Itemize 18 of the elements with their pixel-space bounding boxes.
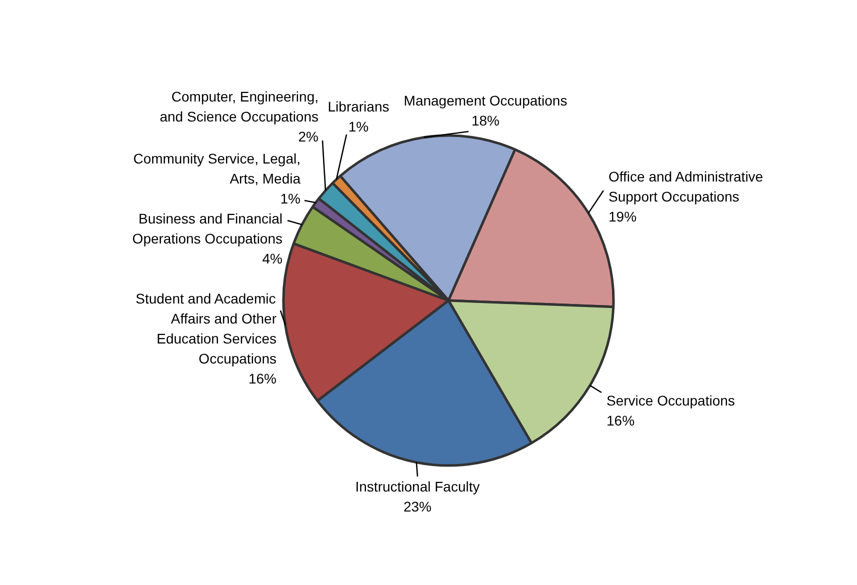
slice-label: Community Service, Legal, Arts, Media <box>133 150 301 186</box>
data-label: 16% <box>606 412 635 428</box>
data-label: 4% <box>262 250 282 266</box>
slice-label: Service Occupations <box>606 392 735 408</box>
data-label: 16% <box>248 370 277 386</box>
slice-label: Office and Administrative Support Occupations <box>608 168 764 204</box>
slice-label: Instructional Faculty <box>355 478 480 494</box>
data-label: 2% <box>298 128 318 144</box>
slice-label: Computer, Engineering, and Science Occupations <box>160 88 319 124</box>
data-label: 1% <box>348 118 369 134</box>
data-label: 18% <box>471 112 500 128</box>
slice-label: Student and Academic Affairs and Other Education Services Occupations <box>136 290 277 366</box>
data-label: 23% <box>403 498 432 514</box>
slice-label: Management Occupations <box>404 92 568 108</box>
data-label: 19% <box>608 208 637 224</box>
slice-label: Business and Financial Operations Occupations <box>132 210 283 246</box>
slice-label: Librarians <box>328 98 390 114</box>
data-label: 1% <box>280 190 300 206</box>
